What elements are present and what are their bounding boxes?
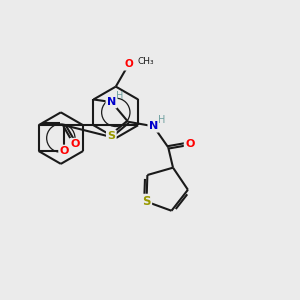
Text: O: O	[60, 146, 69, 156]
Text: H: H	[158, 115, 165, 125]
Text: N: N	[107, 97, 116, 107]
Text: O: O	[70, 139, 80, 149]
Text: S: S	[142, 195, 151, 208]
Text: N: N	[149, 121, 158, 131]
Text: H: H	[116, 91, 123, 101]
Text: O: O	[124, 59, 133, 69]
Text: O: O	[185, 139, 194, 148]
Text: S: S	[107, 131, 115, 141]
Text: CH₃: CH₃	[138, 57, 154, 66]
